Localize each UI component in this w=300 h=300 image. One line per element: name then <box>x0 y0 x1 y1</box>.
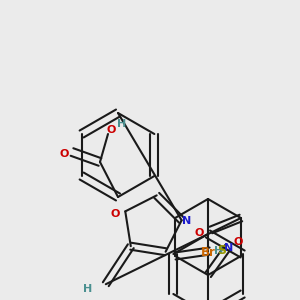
Text: N: N <box>224 243 233 253</box>
Text: O: O <box>59 149 69 159</box>
Text: N: N <box>182 216 192 226</box>
Text: O: O <box>106 125 116 135</box>
Text: S: S <box>218 244 226 257</box>
Text: H: H <box>83 284 92 294</box>
Text: O: O <box>194 228 204 238</box>
Text: H: H <box>214 246 224 256</box>
Text: O: O <box>233 237 243 247</box>
Text: O: O <box>111 209 120 219</box>
Text: H: H <box>117 119 127 129</box>
Text: Br: Br <box>201 245 215 259</box>
